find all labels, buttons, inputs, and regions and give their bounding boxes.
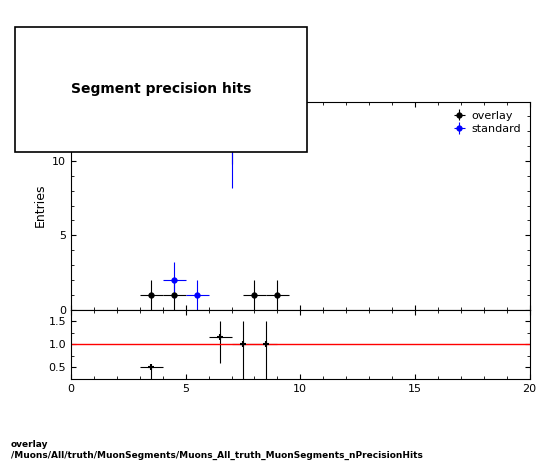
Legend: overlay, standard: overlay, standard	[448, 107, 524, 137]
Y-axis label: Entries: Entries	[33, 184, 46, 227]
Text: Segment precision hits: Segment precision hits	[71, 82, 251, 96]
Text: overlay
/Muons/All/truth/MuonSegments/Muons_All_truth_MuonSegments_nPrecisionHit: overlay /Muons/All/truth/MuonSegments/Mu…	[11, 440, 423, 460]
